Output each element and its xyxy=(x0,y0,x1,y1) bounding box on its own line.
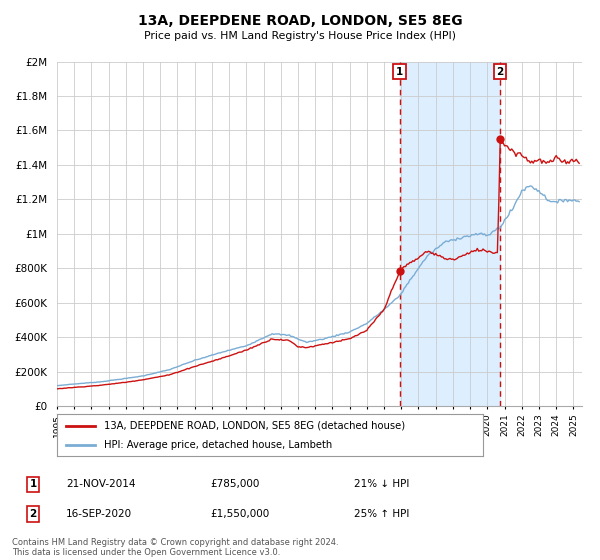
Text: 25% ↑ HPI: 25% ↑ HPI xyxy=(354,509,409,519)
Text: HPI: Average price, detached house, Lambeth: HPI: Average price, detached house, Lamb… xyxy=(104,440,332,450)
Text: £785,000: £785,000 xyxy=(210,479,259,489)
Bar xyxy=(400,62,500,406)
Text: £1,550,000: £1,550,000 xyxy=(210,509,269,519)
Text: Price paid vs. HM Land Registry's House Price Index (HPI): Price paid vs. HM Land Registry's House … xyxy=(144,31,456,41)
Text: Contains HM Land Registry data © Crown copyright and database right 2024.
This d: Contains HM Land Registry data © Crown c… xyxy=(12,538,338,557)
Text: 21% ↓ HPI: 21% ↓ HPI xyxy=(354,479,409,489)
Text: 1: 1 xyxy=(29,479,37,489)
Text: 13A, DEEPDENE ROAD, LONDON, SE5 8EG: 13A, DEEPDENE ROAD, LONDON, SE5 8EG xyxy=(137,14,463,28)
Text: 2: 2 xyxy=(29,509,37,519)
Text: 21-NOV-2014: 21-NOV-2014 xyxy=(66,479,136,489)
Text: 2: 2 xyxy=(497,67,504,77)
Text: 16-SEP-2020: 16-SEP-2020 xyxy=(66,509,132,519)
Text: 13A, DEEPDENE ROAD, LONDON, SE5 8EG (detached house): 13A, DEEPDENE ROAD, LONDON, SE5 8EG (det… xyxy=(104,421,405,431)
Text: 1: 1 xyxy=(396,67,403,77)
